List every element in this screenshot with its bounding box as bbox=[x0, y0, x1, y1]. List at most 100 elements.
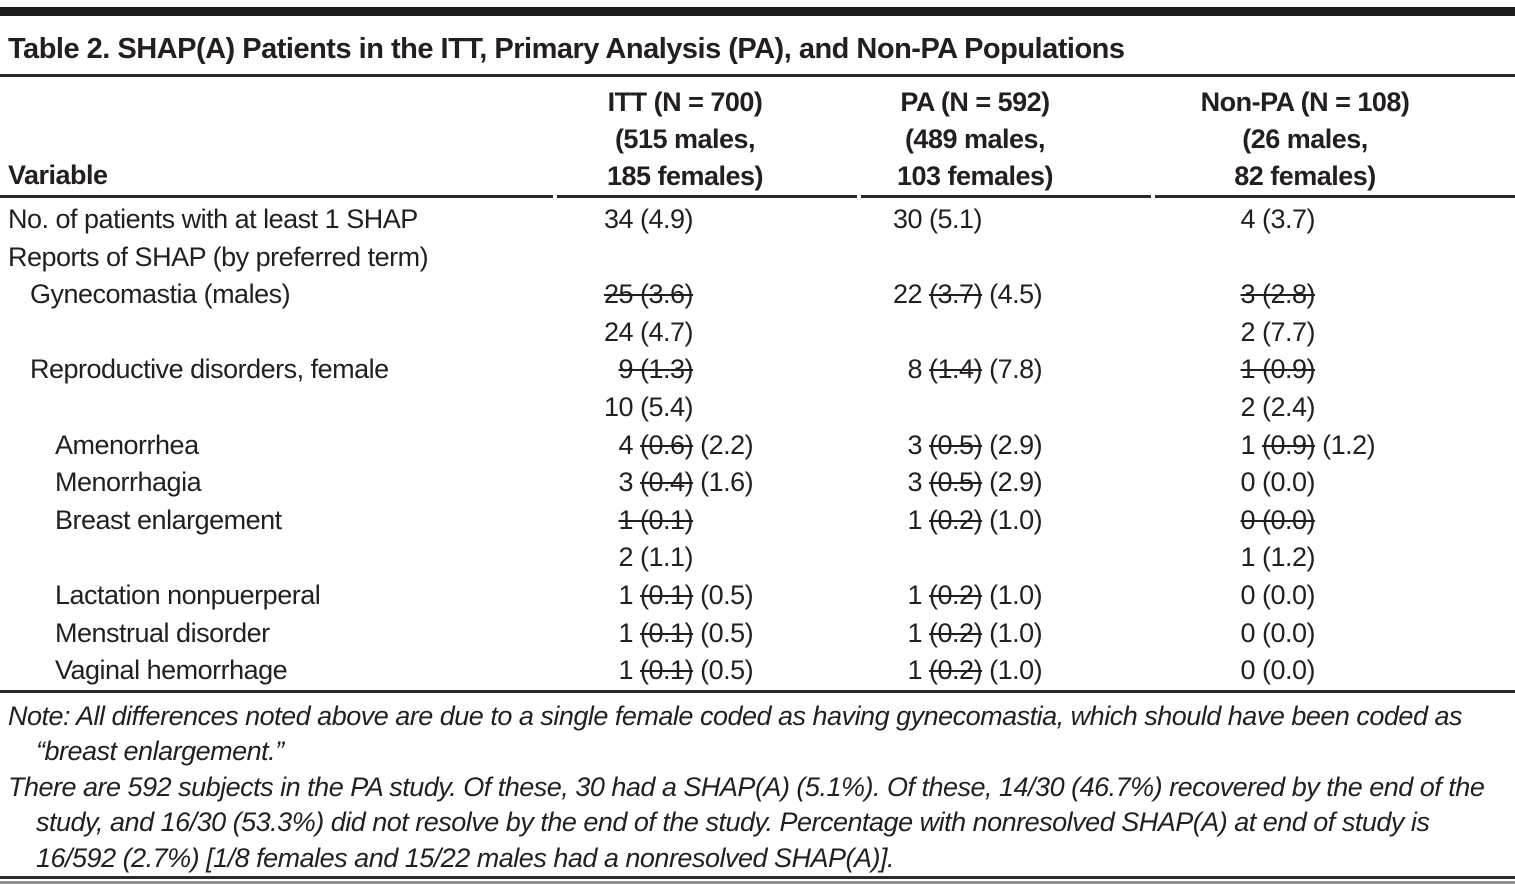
value-count: 1 bbox=[907, 655, 923, 686]
row-label: Amenorrhea bbox=[55, 429, 199, 460]
value-count: 1 bbox=[1240, 542, 1256, 573]
value-count: 1 bbox=[1240, 354, 1256, 385]
value-count: 1 bbox=[1240, 429, 1256, 460]
header-rule-gap bbox=[1151, 195, 1155, 198]
bottom-double-rule bbox=[0, 876, 1515, 884]
table-header-row: Variable ITT (N = 700) (515 males, 185 fem… bbox=[0, 77, 1515, 195]
column-header-variable: Variable bbox=[8, 160, 108, 190]
value-cell: 1 (0.9) bbox=[1135, 351, 1515, 389]
value-count: 2 bbox=[618, 542, 634, 573]
value-cell: 24 (4.7) bbox=[555, 314, 855, 352]
value-cell: 10 (5.4) bbox=[555, 389, 855, 427]
bottom-rule-gray bbox=[0, 881, 1515, 884]
value-count: 0 bbox=[1240, 504, 1256, 535]
value-count: 1 bbox=[618, 617, 634, 648]
value-cell: 0 (0.0) bbox=[1135, 615, 1515, 653]
value-cell: 2 (2.4) bbox=[1135, 389, 1515, 427]
table-row: Amenorrhea 4 (0.6) (2.2) 3 (0.5) (2.9) 1 (0… bbox=[0, 427, 1515, 465]
row-label: Vaginal hemorrhage bbox=[55, 655, 288, 686]
table-row: Gynecomastia (males) 25 (3.6) 22 (3.7) (4.… bbox=[0, 276, 1515, 314]
column-header-line: (489 males, bbox=[904, 124, 1046, 154]
value-cell bbox=[555, 239, 855, 277]
value-cell: 4 (0.6) (2.2) bbox=[555, 427, 855, 465]
value-cell: 2 (1.1) bbox=[555, 539, 855, 577]
value-cell bbox=[855, 314, 1135, 352]
value-count: 2 bbox=[1240, 391, 1256, 422]
value-count: 1 bbox=[618, 579, 634, 610]
table-row: Reproductive disorders, female 9 (1.3) 8 (… bbox=[0, 351, 1515, 389]
value-cell: 1 (0.1) (0.5) bbox=[555, 615, 855, 653]
row-label: No. of patients with at least 1 SHAP bbox=[8, 204, 418, 234]
table-row: Menorrhagia 3 (0.4) (1.6) 3 (0.5) (2.9) 0 (… bbox=[0, 464, 1515, 502]
value-count: 3 bbox=[907, 429, 923, 460]
header-rule-gap bbox=[553, 195, 557, 198]
value-count: 1 bbox=[618, 504, 634, 535]
value-cell: 3 (0.5) (2.9) bbox=[855, 464, 1135, 502]
value-cell bbox=[855, 389, 1135, 427]
value-cell: 1 (0.1) (0.5) bbox=[555, 652, 855, 690]
note-paragraph: Note: All differences noted above are du… bbox=[8, 700, 1462, 767]
value-count: 24 bbox=[603, 316, 634, 347]
column-header-pa: PA (N = 592) (489 males, 103 females) bbox=[835, 84, 1115, 195]
row-label: Breast enlargement bbox=[55, 504, 282, 535]
column-header-line: (26 males, bbox=[1242, 124, 1368, 154]
value-count: 9 bbox=[618, 354, 634, 385]
row-label: Menstrual disorder bbox=[55, 617, 270, 648]
value-cell: 34 (4.9) bbox=[555, 201, 855, 239]
value-count: 2 bbox=[1240, 316, 1256, 347]
column-header-line: 103 females) bbox=[896, 161, 1054, 191]
value-cell: 30 (5.1) bbox=[855, 201, 1135, 239]
value-count: 34 bbox=[603, 204, 634, 234]
value-cell: 1 (0.2) (1.0) bbox=[855, 652, 1135, 690]
row-label: Lactation nonpuerperal bbox=[55, 579, 321, 610]
value-cell: 2 (7.7) bbox=[1135, 314, 1515, 352]
column-header-line: (515 males, bbox=[614, 124, 756, 154]
column-header-line: 185 females) bbox=[606, 161, 764, 191]
table-row: Reports of SHAP (by preferred term) bbox=[0, 239, 1515, 277]
table-row: Vaginal hemorrhage 1 (0.1) (0.5) 1 (0.2) (… bbox=[0, 652, 1515, 690]
value-cell: 1 (0.2) (1.0) bbox=[855, 577, 1135, 615]
row-label bbox=[0, 389, 555, 427]
top-rule-thick bbox=[0, 7, 1515, 16]
value-count: 22 bbox=[892, 279, 923, 310]
header-rule-segment bbox=[861, 195, 1151, 198]
table-row: 2 (1.1) 1 (1.2) bbox=[0, 539, 1515, 577]
value-count: 4 bbox=[1240, 204, 1256, 234]
header-rule-segment bbox=[557, 195, 857, 198]
row-label bbox=[0, 539, 555, 577]
header-rule bbox=[0, 195, 1515, 198]
value-count: 0 bbox=[1240, 655, 1256, 686]
column-header-line: ITT (N = 700) bbox=[607, 87, 763, 117]
value-cell bbox=[1135, 239, 1515, 277]
value-cell: 0 (0.0) bbox=[1135, 652, 1515, 690]
value-cell: 3 (2.8) bbox=[1135, 276, 1515, 314]
table-row: 24 (4.7) 2 (7.7) bbox=[0, 314, 1515, 352]
column-header-non-pa: Non-PA (N = 108) (26 males, 82 females) bbox=[1115, 84, 1495, 195]
column-header-itt: ITT (N = 700) (515 males, 185 females) bbox=[535, 84, 835, 195]
value-count: 1 bbox=[618, 655, 634, 686]
value-cell: 3 (0.4) (1.6) bbox=[555, 464, 855, 502]
value-cell: 1 (1.2) bbox=[1135, 539, 1515, 577]
value-cell: 9 (1.3) bbox=[555, 351, 855, 389]
value-count: 0 bbox=[1240, 579, 1256, 610]
value-count: 30 bbox=[892, 204, 923, 234]
value-count: 3 bbox=[907, 467, 923, 498]
column-header-line: PA (N = 592) bbox=[900, 87, 1050, 117]
value-count: 3 bbox=[1240, 279, 1256, 310]
header-rule-segment bbox=[0, 195, 553, 198]
value-cell: 1 (0.2) (1.0) bbox=[855, 502, 1135, 540]
row-label: Menorrhagia bbox=[55, 467, 202, 498]
value-cell: 3 (0.5) (2.9) bbox=[855, 427, 1135, 465]
value-cell: 1 (0.1) (0.5) bbox=[555, 577, 855, 615]
column-header-line: Non-PA (N = 108) bbox=[1200, 87, 1410, 117]
value-count: 10 bbox=[603, 391, 634, 422]
table-title: Table 2. SHAP(A) Patients in the ITT, Pr… bbox=[8, 33, 1125, 65]
row-label bbox=[0, 314, 555, 352]
row-label: Reproductive disorders, female bbox=[30, 354, 389, 385]
value-cell: 0 (0.0) bbox=[1135, 464, 1515, 502]
value-count: 1 bbox=[907, 617, 923, 648]
body-bottom-rule bbox=[0, 689, 1515, 693]
value-cell: 4 (3.7) bbox=[1135, 201, 1515, 239]
table-row: Breast enlargement 1 (0.1) 1 (0.2) (1.0) 0 … bbox=[0, 502, 1515, 540]
